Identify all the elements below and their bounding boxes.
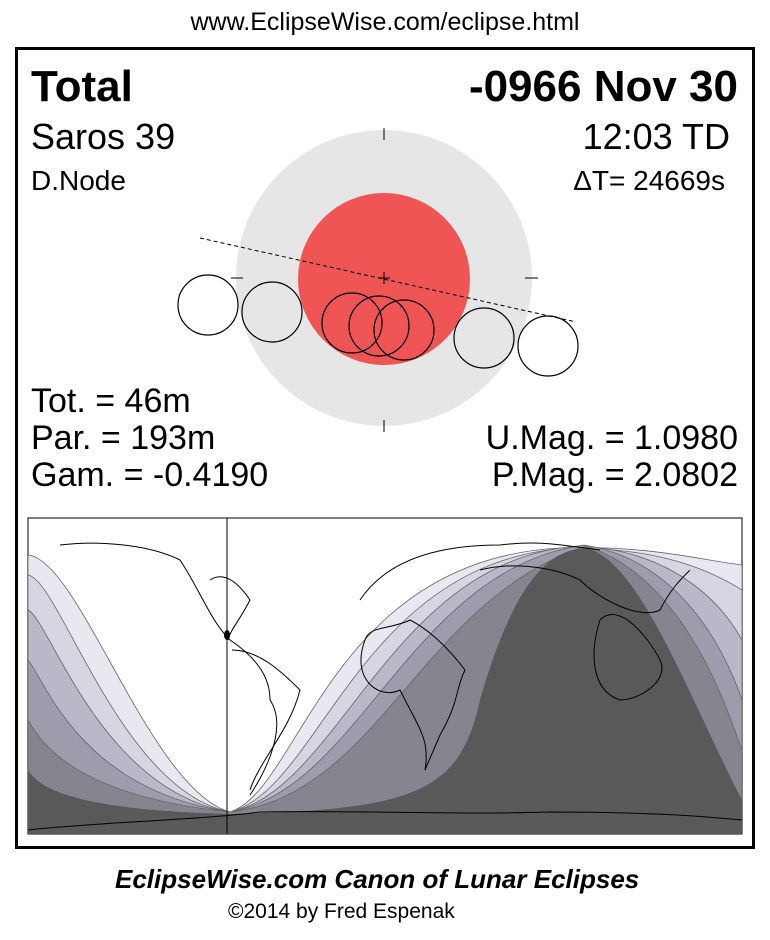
eclipse-time: 12:03 TD bbox=[582, 116, 730, 157]
moon-path-line bbox=[199, 237, 577, 323]
eclipse-frame bbox=[15, 47, 755, 849]
footer-copyright: ©2014 by Fred Espenak bbox=[228, 900, 455, 923]
penumbral-magnitude: P.Mag. = 2.0802 bbox=[491, 456, 738, 494]
coastlines bbox=[28, 542, 742, 831]
moon-u1 bbox=[241, 281, 303, 343]
umbral-magnitude: U.Mag. = 1.0980 bbox=[485, 419, 738, 457]
moon-u4 bbox=[453, 307, 515, 369]
map-night bbox=[28, 548, 742, 834]
moon-p1 bbox=[177, 274, 239, 336]
eclipse-date: -0966 Nov 30 bbox=[468, 62, 738, 111]
moon-max bbox=[348, 295, 410, 357]
delta-t: ΔT= 24669s bbox=[573, 165, 725, 196]
eclipse-type: Total bbox=[31, 62, 133, 111]
axis-ticks bbox=[231, 128, 538, 432]
moon-p4 bbox=[517, 315, 579, 377]
footer-title: EclipseWise.com Canon of Lunar Eclipses bbox=[115, 864, 640, 894]
url-header[interactable]: www.EclipseWise.com/eclipse.html bbox=[190, 8, 580, 36]
gamma: Gam. = -0.4190 bbox=[31, 456, 269, 494]
visibility-map bbox=[27, 517, 743, 835]
greatest-eclipse-point bbox=[224, 630, 230, 640]
saros: Saros 39 bbox=[31, 116, 176, 157]
moon-u3 bbox=[373, 299, 435, 361]
partial-duration: Par. = 193m bbox=[31, 419, 216, 457]
totality-duration: Tot. = 46m bbox=[31, 382, 191, 420]
moon-u2 bbox=[321, 292, 383, 354]
moon-positions bbox=[177, 274, 579, 377]
node: D.Node bbox=[31, 165, 126, 196]
